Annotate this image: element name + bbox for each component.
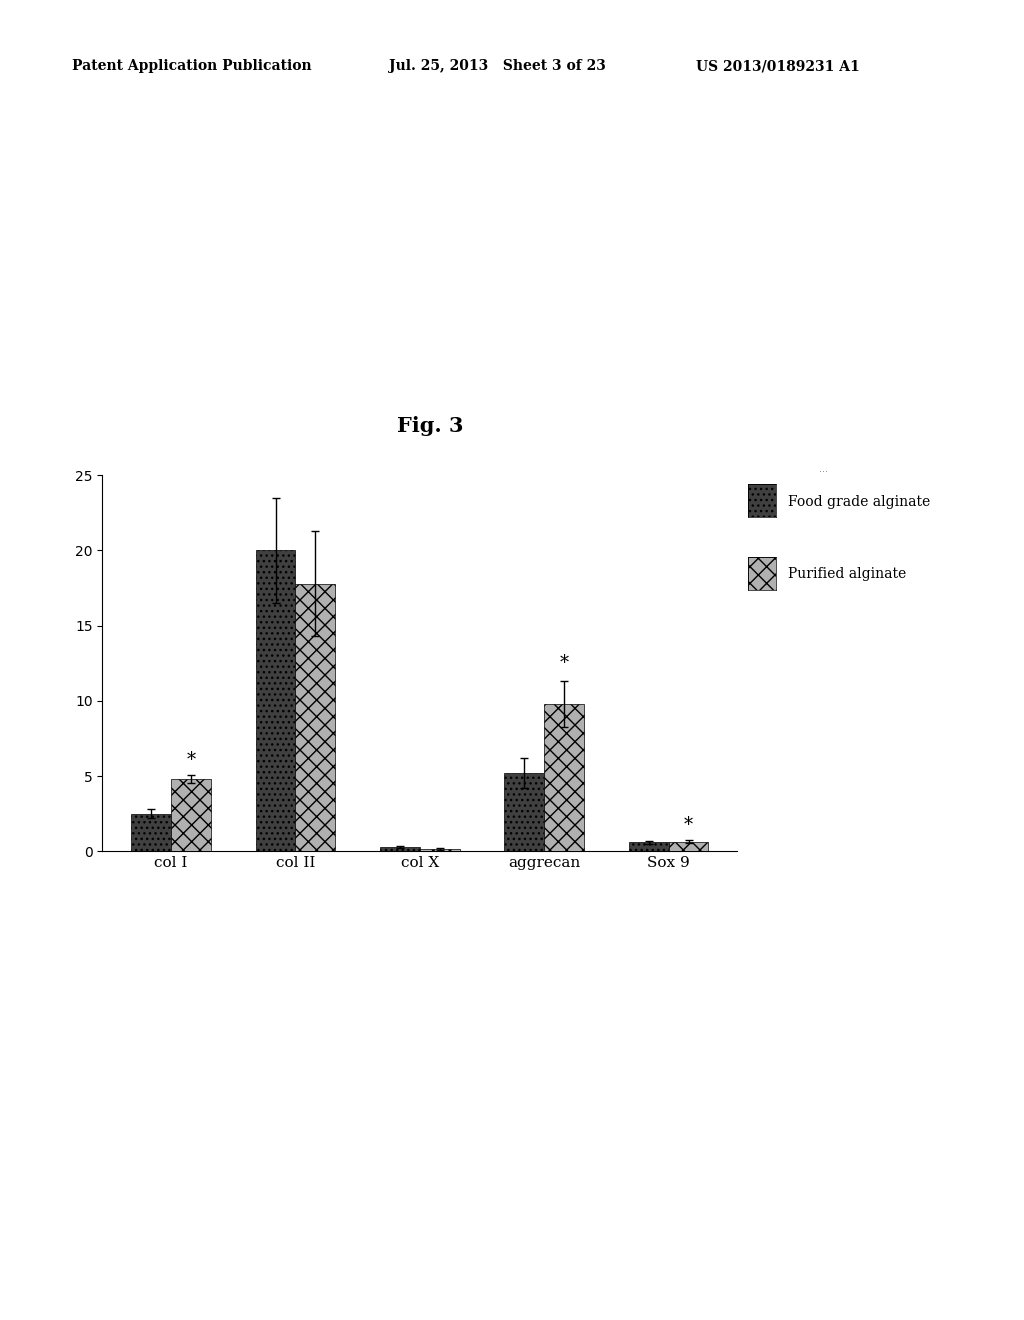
Bar xyxy=(256,550,296,851)
Bar xyxy=(544,704,584,851)
Text: US 2013/0189231 A1: US 2013/0189231 A1 xyxy=(696,59,860,74)
Bar xyxy=(505,774,544,851)
Text: ...: ... xyxy=(819,463,828,474)
Text: Fig. 3: Fig. 3 xyxy=(397,416,463,436)
Text: *: * xyxy=(186,751,196,770)
Text: Food grade alginate: Food grade alginate xyxy=(788,495,931,508)
Bar xyxy=(296,583,335,851)
Text: Purified alginate: Purified alginate xyxy=(788,568,906,581)
Bar xyxy=(420,849,460,851)
Bar xyxy=(171,779,211,851)
Text: *: * xyxy=(684,816,693,834)
Text: Patent Application Publication: Patent Application Publication xyxy=(72,59,311,74)
Bar xyxy=(131,813,171,851)
Bar xyxy=(669,842,709,851)
Bar xyxy=(629,842,669,851)
Text: Jul. 25, 2013   Sheet 3 of 23: Jul. 25, 2013 Sheet 3 of 23 xyxy=(389,59,606,74)
Text: *: * xyxy=(559,655,568,672)
Bar xyxy=(380,847,420,851)
